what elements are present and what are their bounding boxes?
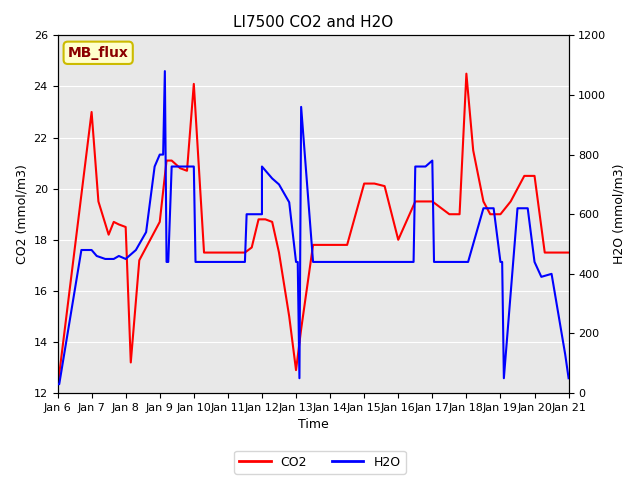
CO2 [492, 211, 499, 217]
Line: CO2: CO2 [58, 73, 568, 388]
H2O [54, 381, 61, 387]
CO2 [275, 250, 283, 255]
H2O [412, 164, 419, 169]
H2O [564, 375, 572, 381]
CO2 [371, 180, 378, 186]
CO2 [486, 211, 494, 217]
CO2 [241, 250, 249, 255]
Y-axis label: H2O (mmol/m3): H2O (mmol/m3) [612, 164, 625, 264]
CO2 [531, 173, 538, 179]
CO2 [292, 367, 300, 373]
CO2 [183, 168, 191, 174]
CO2 [298, 326, 305, 332]
CO2 [463, 71, 470, 76]
CO2 [163, 157, 170, 163]
CO2 [541, 250, 548, 255]
CO2 [268, 219, 276, 225]
CO2 [122, 224, 129, 230]
H2O [268, 176, 276, 181]
CO2 [428, 199, 436, 204]
CO2 [394, 237, 402, 243]
CO2 [360, 180, 368, 186]
CO2 [168, 157, 175, 163]
CO2 [115, 222, 123, 228]
CO2 [88, 109, 95, 115]
H2O [173, 164, 180, 169]
Text: MB_flux: MB_flux [68, 46, 129, 60]
CO2 [110, 219, 118, 225]
CO2 [456, 211, 463, 217]
Y-axis label: CO2 (mmol/m3): CO2 (mmol/m3) [15, 164, 28, 264]
CO2 [262, 216, 269, 222]
CO2 [54, 385, 61, 391]
CO2 [136, 257, 143, 263]
CO2 [326, 242, 334, 248]
CO2 [105, 232, 113, 238]
CO2 [95, 199, 102, 204]
X-axis label: Time: Time [298, 419, 328, 432]
Title: LI7500 CO2 and H2O: LI7500 CO2 and H2O [233, 15, 393, 30]
CO2 [224, 250, 232, 255]
CO2 [127, 360, 134, 365]
CO2 [412, 199, 419, 204]
CO2 [479, 199, 487, 204]
H2O [285, 199, 293, 205]
CO2 [285, 313, 293, 319]
CO2 [564, 250, 572, 255]
CO2 [309, 242, 317, 248]
CO2 [469, 147, 477, 153]
CO2 [248, 245, 255, 251]
Line: H2O: H2O [58, 71, 568, 384]
CO2 [190, 81, 198, 87]
Legend: CO2, H2O: CO2, H2O [234, 451, 406, 474]
CO2 [520, 173, 528, 179]
H2O [161, 68, 169, 74]
CO2 [551, 250, 559, 255]
CO2 [177, 165, 184, 171]
CO2 [156, 219, 164, 225]
CO2 [507, 199, 515, 204]
H2O [561, 351, 569, 357]
CO2 [255, 216, 262, 222]
H2O [183, 164, 191, 169]
CO2 [381, 183, 388, 189]
CO2 [207, 250, 214, 255]
CO2 [497, 211, 504, 217]
CO2 [343, 242, 351, 248]
CO2 [200, 250, 208, 255]
CO2 [445, 211, 453, 217]
